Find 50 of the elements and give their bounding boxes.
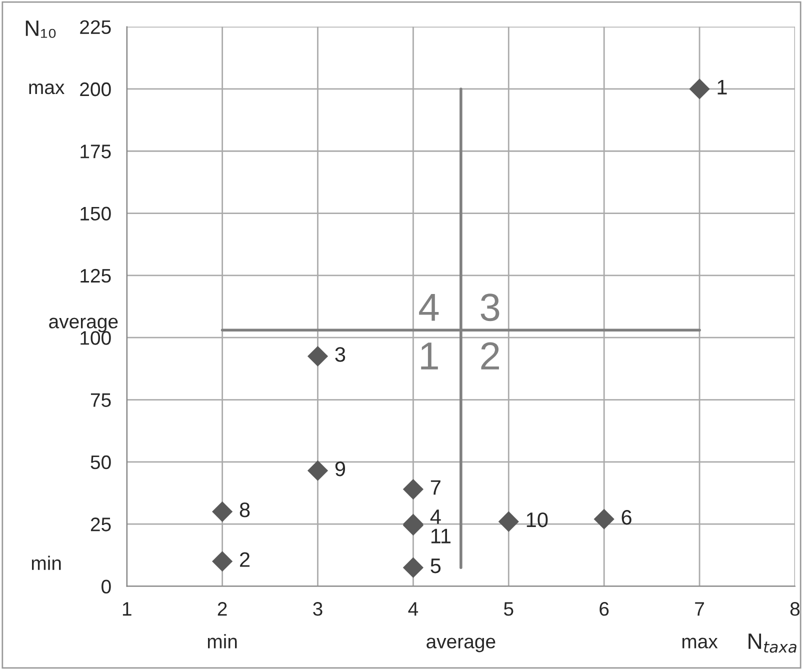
y-tick-label: 150 [80, 206, 111, 221]
annotation: 5 [430, 558, 441, 574]
x-tick-label: 8 [790, 602, 800, 616]
text: max [682, 638, 718, 648]
point [212, 551, 233, 572]
point [402, 557, 424, 578]
y-tick-label: 0 [102, 580, 111, 594]
x-tick-label: 7 [695, 602, 704, 616]
point [307, 346, 328, 367]
annotation: 1 [718, 80, 727, 94]
y-tick-label: 225 [80, 20, 111, 34]
x-tick-label: 3 [313, 602, 322, 616]
annotation: 8 [240, 502, 250, 518]
point [689, 78, 710, 100]
y-tick-label: 100 [80, 331, 111, 345]
y-tick-label: 175 [80, 144, 111, 158]
point [307, 460, 328, 481]
x-tick-label: 4 [408, 602, 418, 616]
annotation: 11 [431, 528, 450, 544]
annotation: 2 [240, 552, 250, 567]
text: average [49, 318, 118, 332]
y-tick-label: 25 [90, 518, 111, 532]
x-tick-label: 6 [600, 602, 609, 616]
text: min [32, 556, 61, 570]
point [498, 511, 519, 532]
y-tick-label: 125 [80, 268, 111, 283]
y-tick-label: 50 [90, 455, 111, 470]
point [402, 478, 424, 500]
text: max [29, 84, 64, 94]
point [212, 501, 233, 522]
annotation: 4 [430, 510, 441, 524]
annotation: 6 [622, 510, 632, 525]
annotation: 3 [480, 294, 500, 322]
annotation: 10 [526, 512, 548, 528]
annotation: 3 [335, 347, 346, 362]
point [594, 508, 614, 530]
annotation: 4 [419, 294, 439, 321]
annotation: 1 [421, 342, 438, 370]
x-axis-title: N$_{taxa}$ [748, 634, 796, 653]
x-tick-label: 2 [218, 602, 227, 616]
text: min [208, 634, 237, 648]
x-tick-label: 5 [504, 602, 514, 616]
y-tick-label: 75 [90, 393, 111, 408]
annotation: 9 [335, 461, 346, 476]
annotation: 2 [481, 342, 499, 370]
x-tick-label: 1 [122, 602, 132, 616]
text: average [426, 638, 496, 652]
y-axis-title: N₁₀ [26, 20, 56, 38]
annotation: 7 [430, 480, 440, 495]
y-tick-label: 200 [80, 82, 111, 96]
